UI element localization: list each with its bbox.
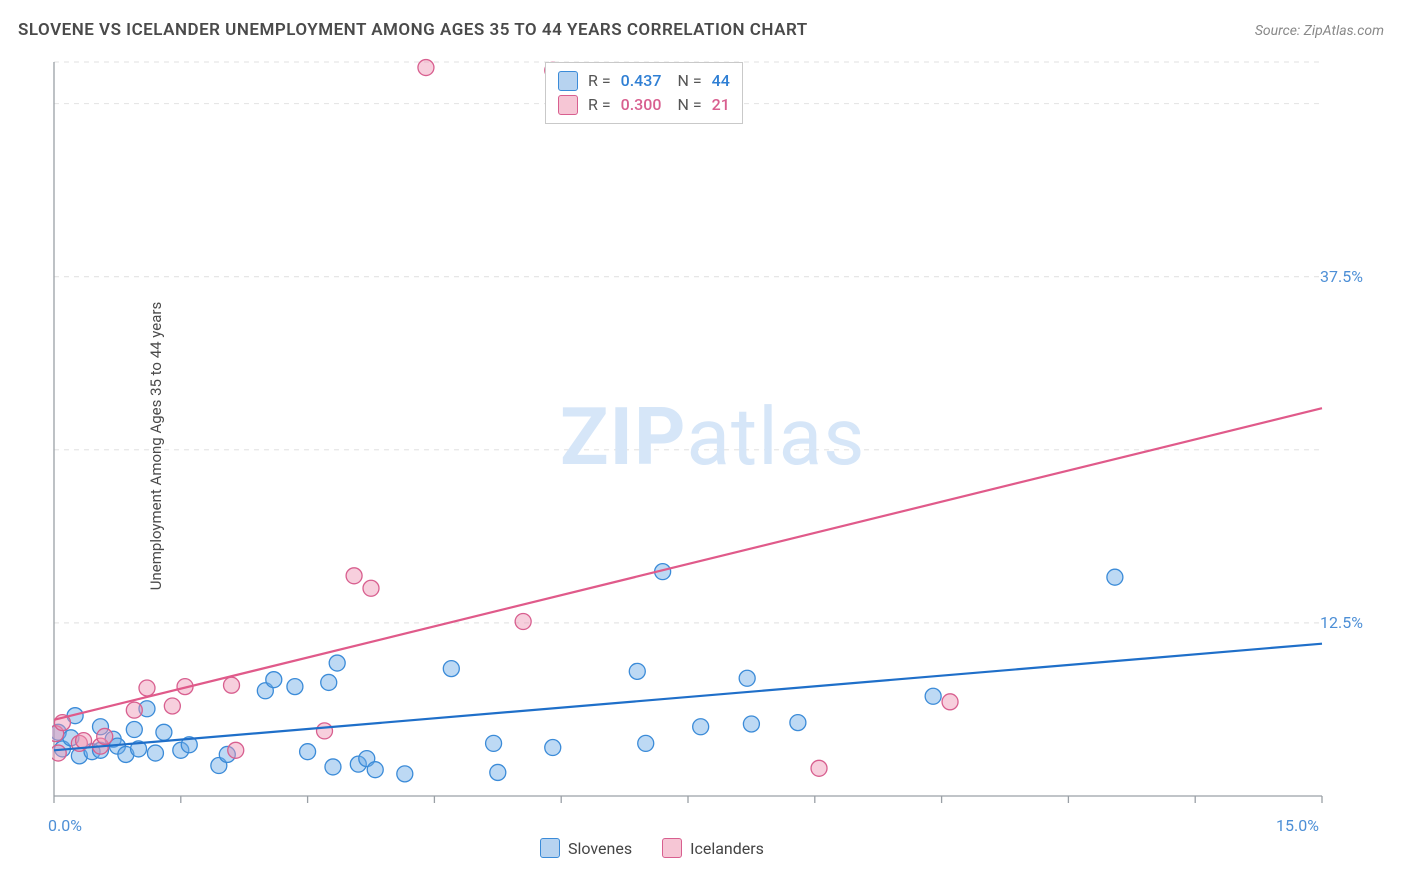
stat-row: R = 0.437 N = 44 [558, 69, 730, 93]
legend: Slovenes Icelanders [540, 838, 764, 858]
plot-area [52, 56, 1372, 826]
chart-title: SLOVENE VS ICELANDER UNEMPLOYMENT AMONG … [18, 20, 808, 40]
r-value: 0.300 [621, 93, 662, 117]
chart-svg [52, 56, 1372, 826]
n-value: 44 [712, 69, 730, 93]
icelanders-swatch-icon [558, 95, 578, 115]
source-attribution: Source: ZipAtlas.com [1255, 23, 1384, 39]
n-label: N = [677, 93, 701, 117]
legend-swatch-icon [662, 838, 682, 858]
n-value: 21 [712, 93, 730, 117]
r-label: R = [588, 93, 611, 117]
slovenes-swatch-icon [558, 71, 578, 91]
legend-item: Icelanders [662, 838, 764, 858]
tick-label: 15.0% [1276, 816, 1319, 835]
legend-item: Slovenes [540, 838, 632, 858]
tick-label: 0.0% [48, 816, 82, 835]
n-label: N = [677, 69, 701, 93]
tick-label: 37.5% [1320, 267, 1363, 286]
r-label: R = [588, 69, 611, 93]
stat-row: R = 0.300 N = 21 [558, 93, 730, 117]
legend-label: Slovenes [568, 839, 632, 858]
tick-label: 12.5% [1320, 613, 1363, 632]
legend-label: Icelanders [690, 839, 764, 858]
legend-swatch-icon [540, 838, 560, 858]
correlation-stat-box: R = 0.437 N = 44 R = 0.300 N = 21 [545, 62, 743, 124]
r-value: 0.437 [621, 69, 662, 93]
